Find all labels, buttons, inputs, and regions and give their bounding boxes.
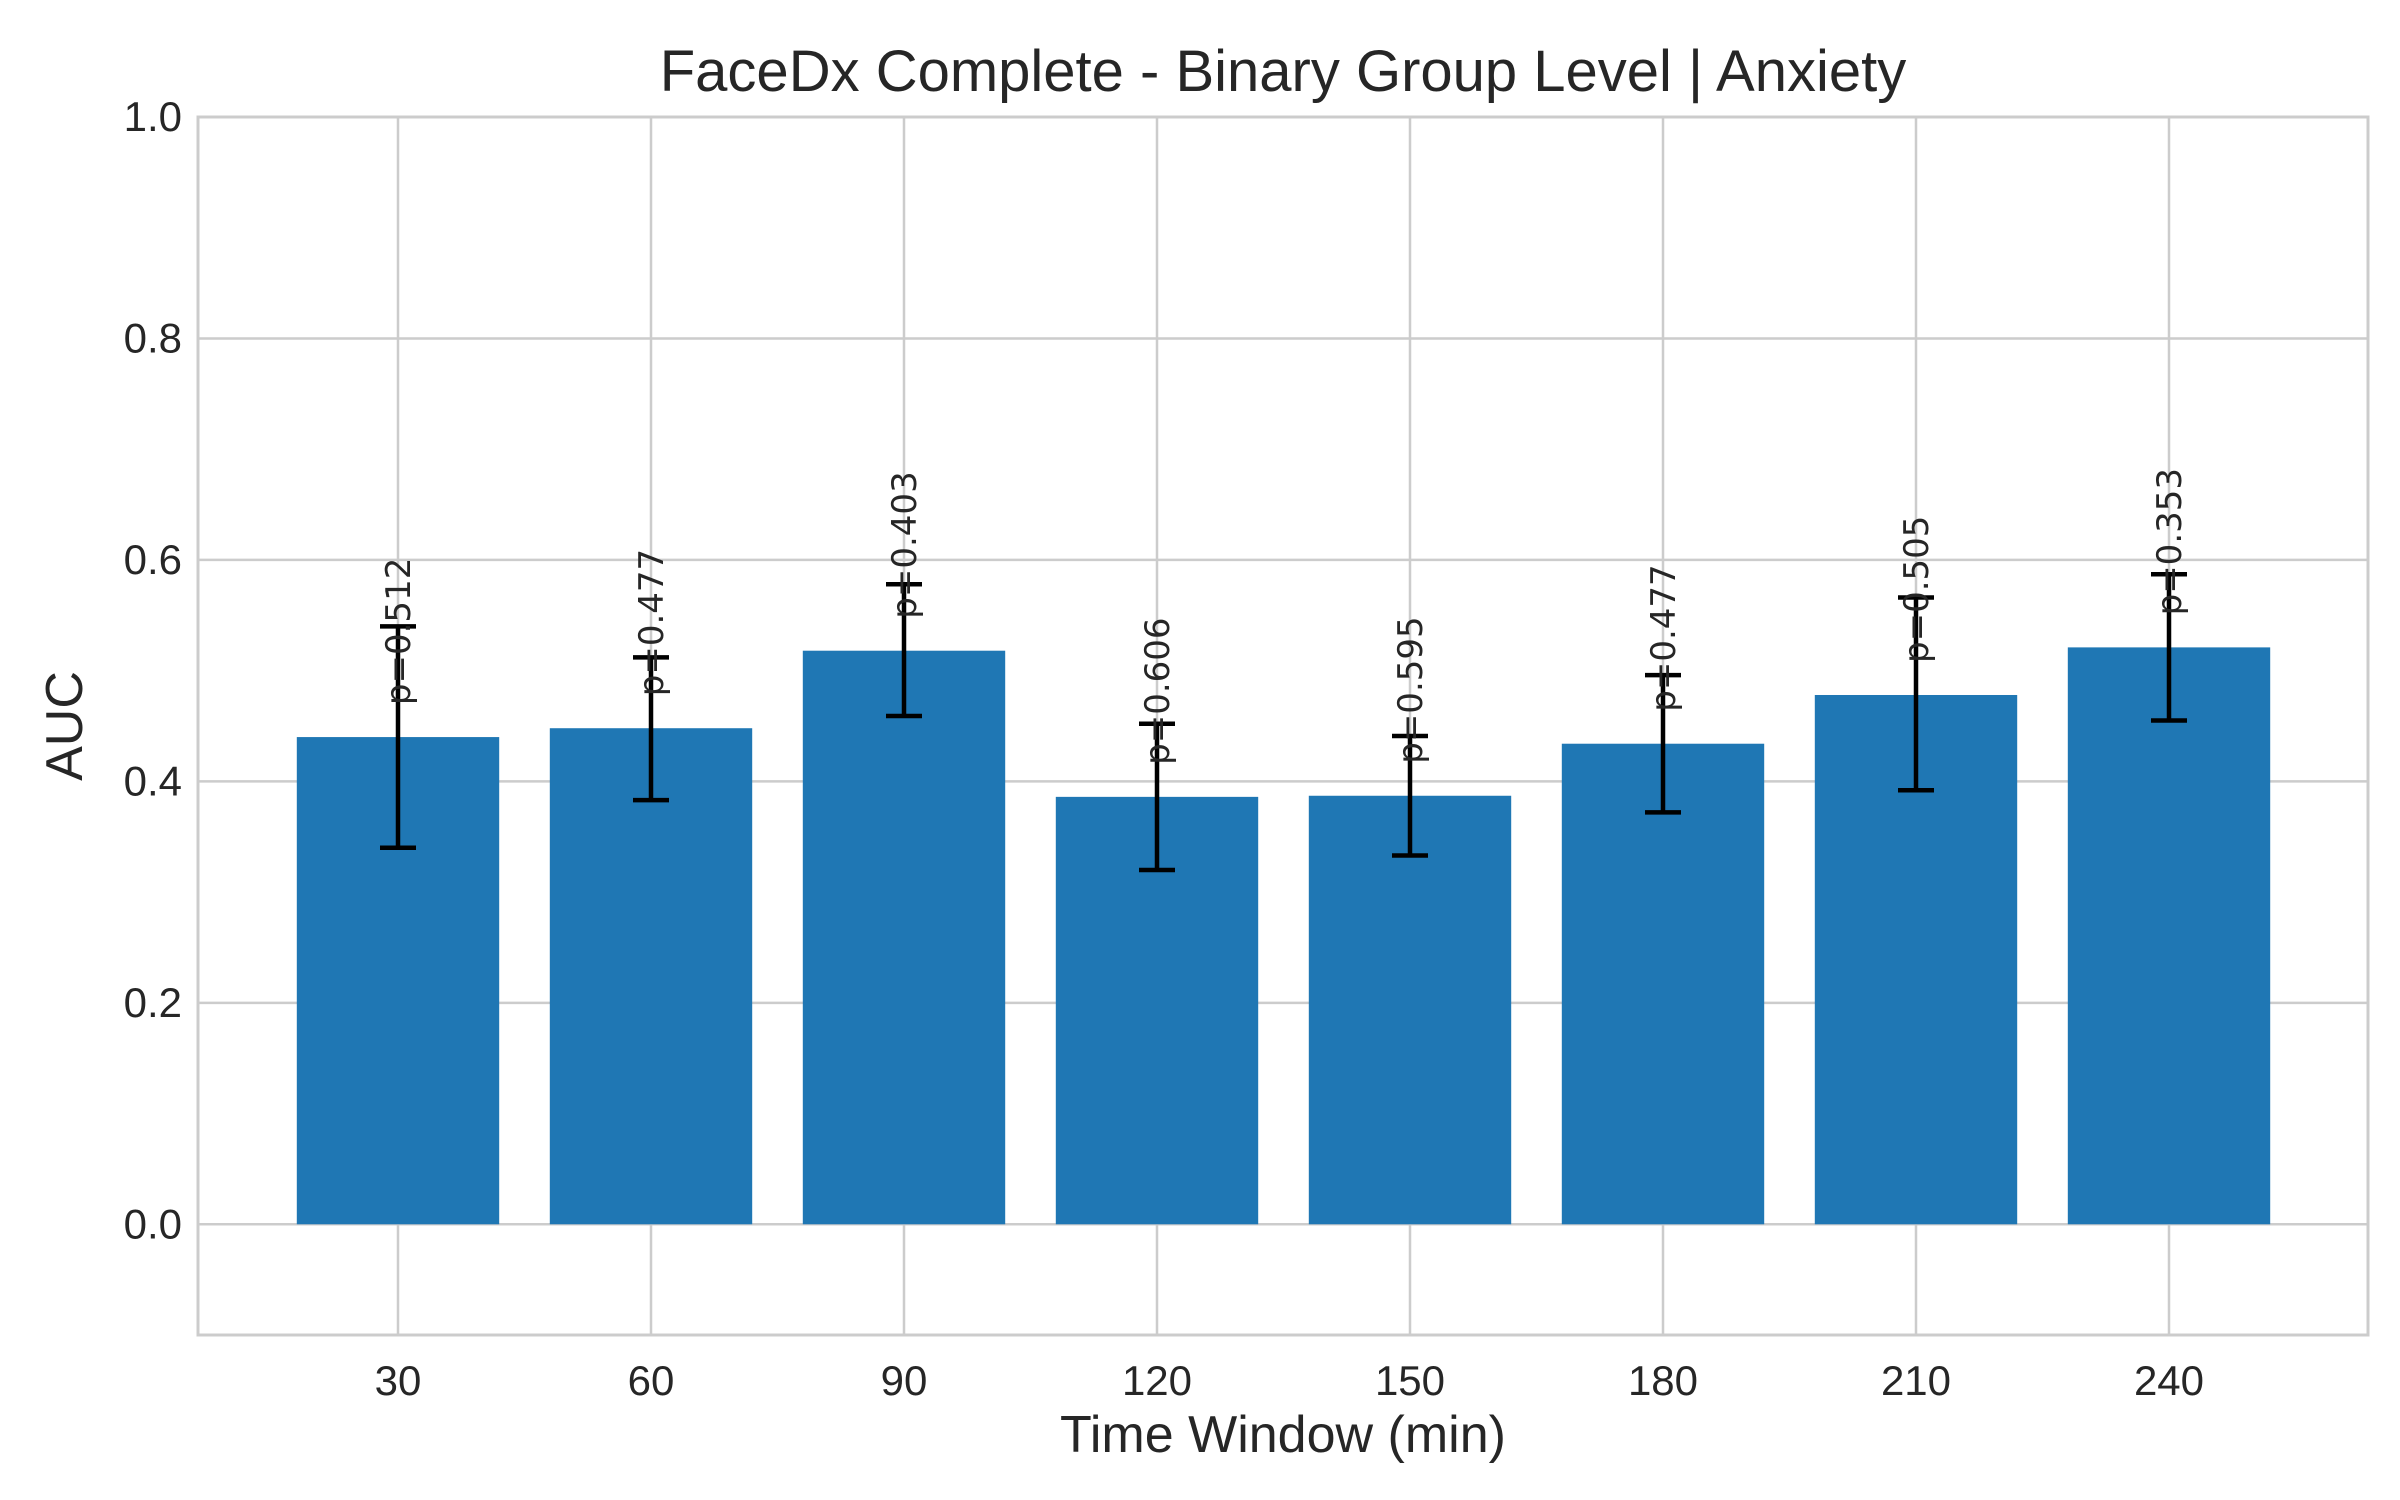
p-value-label: p=0.595 bbox=[1391, 616, 1431, 763]
bar-150 bbox=[1308, 795, 1512, 1225]
chart-title: FaceDx Complete - Binary Group Level | A… bbox=[660, 39, 1907, 104]
y-tick-label: 0.8 bbox=[124, 314, 182, 361]
bar-180 bbox=[1561, 743, 1765, 1225]
tick-labels-group: 0.0 0.2 0.4 0.6 0.8 1.0 30 60 90 120 150 180 210 240 bbox=[124, 93, 2204, 1404]
x-tick-label: 180 bbox=[1628, 1357, 1698, 1404]
error-bar-60 bbox=[633, 655, 669, 803]
p-value-label: p=0.353 bbox=[2150, 468, 2190, 615]
y-tick-label: 0.4 bbox=[124, 757, 182, 804]
p-value-label: p=0.512 bbox=[379, 558, 419, 705]
bar-90 bbox=[802, 650, 1006, 1225]
x-tick-label: 30 bbox=[375, 1357, 422, 1404]
plot-frame bbox=[196, 115, 2370, 1337]
y-tick-label: 1.0 bbox=[124, 93, 182, 140]
error-bars-group bbox=[380, 572, 2187, 873]
y-tick-label: 0.2 bbox=[124, 979, 182, 1026]
y-tick-label: 0.0 bbox=[124, 1200, 182, 1247]
bar-240 bbox=[2067, 647, 2271, 1225]
x-axis-title: Time Window (min) bbox=[1060, 1406, 1506, 1464]
error-bar-180 bbox=[1645, 672, 1681, 815]
p-value-label: p=0.403 bbox=[885, 471, 925, 618]
y-tick-label: 0.6 bbox=[124, 536, 182, 583]
error-bar-210 bbox=[1898, 595, 1934, 793]
p-value-label: p=0.505 bbox=[1897, 516, 1937, 663]
bar-60 bbox=[549, 728, 753, 1225]
x-tick-label: 150 bbox=[1375, 1357, 1445, 1404]
x-tick-label: 90 bbox=[881, 1357, 928, 1404]
x-tick-label: 210 bbox=[1881, 1357, 1951, 1404]
x-tick-label: 60 bbox=[628, 1357, 675, 1404]
p-value-labels-group: p=0.512 p=0.477 p=0.403 p=0.606 p=0.595 p=0.4… bbox=[379, 468, 2190, 765]
error-bar-240 bbox=[2151, 572, 2187, 723]
grid-lines bbox=[198, 115, 2368, 1335]
bars-group bbox=[296, 647, 2271, 1225]
y-axis-title: AUC bbox=[36, 671, 94, 781]
p-value-label: p=0.477 bbox=[632, 549, 672, 696]
x-tick-label: 120 bbox=[1122, 1357, 1192, 1404]
error-bar-120 bbox=[1139, 721, 1175, 873]
error-bar-150 bbox=[1392, 733, 1428, 858]
p-value-label: p=0.477 bbox=[1644, 564, 1684, 711]
error-bar-90 bbox=[886, 582, 922, 719]
x-tick-label: 240 bbox=[2134, 1357, 2204, 1404]
p-value-label: p=0.606 bbox=[1138, 617, 1178, 764]
error-bar-30 bbox=[380, 624, 416, 851]
